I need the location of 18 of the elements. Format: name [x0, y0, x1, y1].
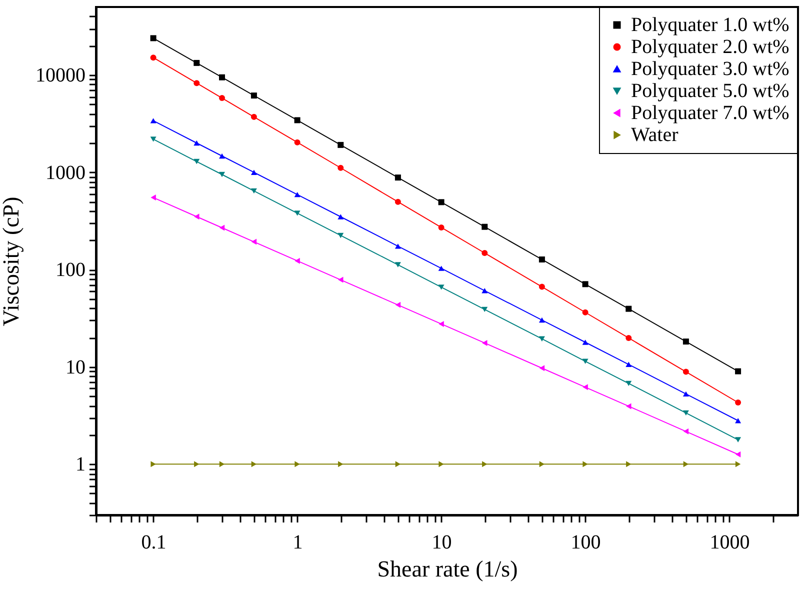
legend-label: Polyquater 2.0 wt% [631, 36, 790, 58]
y-tick-label: 100 [56, 259, 86, 282]
x-axis-title: Shear rate (1/s) [377, 556, 518, 582]
legend-label: Polyquater 3.0 wt% [631, 58, 790, 80]
y-tick-label: 10000 [36, 64, 86, 86]
y-tick-label: 10 [66, 356, 86, 378]
x-tick-label: 1000 [710, 532, 750, 554]
x-tick-label: 1 [292, 532, 303, 554]
legend-label: Polyquater 5.0 wt% [631, 80, 790, 102]
x-tick-label: 100 [570, 532, 601, 554]
y-tick-label: 1 [76, 454, 86, 476]
x-tick-label: 0.1 [141, 532, 166, 554]
x-tick-label: 10 [432, 532, 452, 554]
y-tick-label: 1000 [46, 162, 86, 184]
legend-label: Polyquater 7.0 wt% [631, 102, 790, 124]
y-axis-title: Viscosity (cP) [0, 196, 24, 326]
legend-label: Water [631, 124, 679, 146]
legend-label: Polyquater 1.0 wt% [631, 14, 790, 36]
